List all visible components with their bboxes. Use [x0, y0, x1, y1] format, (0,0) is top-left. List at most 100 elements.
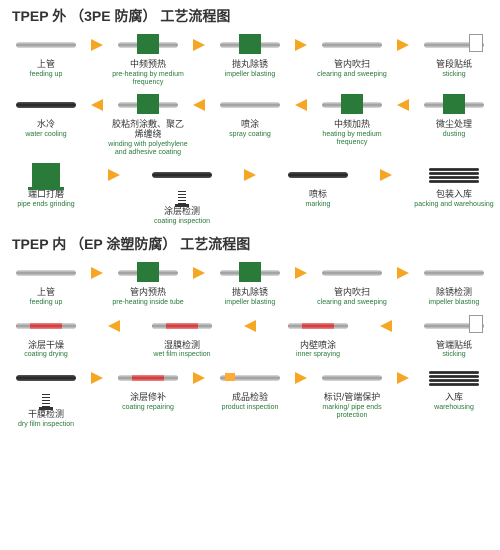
process-step: 标识/管端保护marking/ pipe ends protection — [312, 365, 392, 419]
step-label-cn: 抛丸除锈 — [232, 288, 268, 298]
step-icon-pipe — [11, 260, 81, 286]
step-icon-red — [147, 313, 217, 339]
step-label-en: sticking — [442, 71, 465, 79]
process-step: 涂层干燥coating drying — [6, 313, 86, 360]
step-icon-red — [11, 313, 81, 339]
step-icon-pipe — [317, 365, 387, 391]
arrow-right-icon — [90, 39, 104, 51]
process-step: 端口打磨pipe ends grinding — [6, 162, 86, 209]
step-label-en: impeller blasting — [429, 299, 480, 307]
step-icon-pipe — [317, 32, 387, 58]
step-icon-stack — [419, 365, 489, 391]
step-label-cn: 中频加热 — [334, 120, 370, 130]
step-label-en: pre-heating inside tube — [112, 299, 183, 307]
step-label-cn: 胶粘剂涂敷、聚乙烯缠绕 — [108, 120, 188, 140]
arrow-right-icon — [107, 169, 121, 181]
step-icon-red — [283, 313, 353, 339]
step-label-cn: 湿膜检测 — [164, 341, 200, 351]
step-label-en: impeller blasting — [225, 299, 276, 307]
step-label-cn: 上管 — [37, 288, 55, 298]
step-label-en: winding with polyethylene and adhesive c… — [108, 141, 188, 156]
step-label-cn: 喷涂 — [241, 120, 259, 130]
step-label-en: warehousing — [434, 404, 474, 412]
step-icon-paper — [419, 313, 489, 339]
process-step: 抛丸除锈impeller blasting — [210, 32, 290, 79]
step-label-en: pre-heating by medium frequency — [108, 71, 188, 86]
step-icon-spring — [11, 365, 81, 391]
arrow-right-icon — [243, 169, 257, 181]
arrow-left-icon — [90, 99, 104, 111]
step-label-en: inner spraying — [296, 351, 340, 359]
step-icon-spring — [147, 162, 217, 188]
arrow-left-icon — [243, 320, 257, 332]
step-label-cn: 干膜检测 — [28, 410, 64, 420]
step-icon-red — [113, 365, 183, 391]
step-label-cn: 抛丸除锈 — [232, 60, 268, 70]
process-step: 上管feeding up — [6, 260, 86, 307]
step-label-cn: 涂层检测 — [164, 207, 200, 217]
step-label-en: packing and warehousing — [414, 201, 493, 209]
arrow-left-icon — [107, 320, 121, 332]
process-step: 管端贴纸sticking — [414, 313, 494, 360]
step-label-cn: 内壁喷涂 — [300, 341, 336, 351]
step-icon-box — [317, 92, 387, 118]
section-title: TPEP 内 （EP 涂塑防腐） 工艺流程图 — [6, 234, 494, 254]
step-label-cn: 喷标 — [309, 190, 327, 200]
process-step: 微尘处理dusting — [414, 92, 494, 139]
arrow-left-icon — [379, 320, 393, 332]
arrow-right-icon — [294, 372, 308, 384]
spring-icon — [175, 190, 189, 207]
process-step: 干膜检测dry film inspection — [6, 365, 86, 429]
arrow-right-icon — [294, 267, 308, 279]
step-label-en: impeller blasting — [225, 71, 276, 79]
step-icon-paper — [419, 32, 489, 58]
process-step: 涂层检测coating inspection — [142, 162, 222, 226]
step-icon-box — [215, 32, 285, 58]
process-row: 上管feeding up管内预热pre-heating inside tube抛… — [6, 260, 494, 307]
step-label-cn: 包装入库 — [436, 190, 472, 200]
step-label-cn: 管内吹扫 — [334, 288, 370, 298]
process-step: 管段贴纸sticking — [414, 32, 494, 79]
arrow-right-icon — [379, 169, 393, 181]
process-step: 管内吹扫clearing and sweeping — [312, 32, 392, 79]
process-row: 水冷water cooling胶粘剂涂敷、聚乙烯缠绕winding with p… — [6, 92, 494, 156]
process-step: 成品检验product inspection — [210, 365, 290, 412]
step-icon-grinder — [11, 162, 81, 188]
arrow-right-icon — [396, 39, 410, 51]
arrow-right-icon — [294, 39, 308, 51]
process-step: 抛丸除锈impeller blasting — [210, 260, 290, 307]
process-row: 上管feeding up中频预热pre-heating by medium fr… — [6, 32, 494, 86]
step-label-en: product inspection — [222, 404, 279, 412]
step-label-en: feeding up — [30, 299, 63, 307]
step-label-cn: 微尘处理 — [436, 120, 472, 130]
step-label-cn: 中频预热 — [130, 60, 166, 70]
arrow-right-icon — [192, 372, 206, 384]
step-label-en: dusting — [443, 131, 466, 139]
step-label-cn: 上管 — [37, 60, 55, 70]
process-step: 喷标marking — [278, 162, 358, 209]
step-icon-pipe — [11, 32, 81, 58]
arrow-right-icon — [396, 267, 410, 279]
step-label-cn: 端口打磨 — [28, 190, 64, 200]
process-step: 胶粘剂涂敷、聚乙烯缠绕winding with polyethylene and… — [108, 92, 188, 156]
step-label-cn: 涂层干燥 — [28, 341, 64, 351]
step-label-en: marking — [306, 201, 331, 209]
process-step: 涂层修补coating repairing — [108, 365, 188, 412]
arrow-left-icon — [294, 99, 308, 111]
step-label-cn: 管段贴纸 — [436, 60, 472, 70]
step-label-cn: 入库 — [445, 393, 463, 403]
process-step: 中频加热heating by medium frequency — [312, 92, 392, 146]
step-icon-dark — [11, 92, 81, 118]
step-label-en: water cooling — [25, 131, 66, 139]
step-icon-pipe — [317, 260, 387, 286]
step-label-en: coating drying — [24, 351, 68, 359]
step-label-cn: 管内吹扫 — [334, 60, 370, 70]
process-row: 涂层干燥coating drying湿膜检测wet film inspectio… — [6, 313, 494, 360]
step-icon-pipe — [215, 92, 285, 118]
process-row: 干膜检测dry film inspection 涂层修补coating repai… — [6, 365, 494, 429]
step-icon-box — [113, 32, 183, 58]
step-icon-box — [113, 260, 183, 286]
arrow-left-icon — [396, 99, 410, 111]
process-step: 入库warehousing — [414, 365, 494, 412]
step-label-en: marking/ pipe ends protection — [312, 404, 392, 419]
